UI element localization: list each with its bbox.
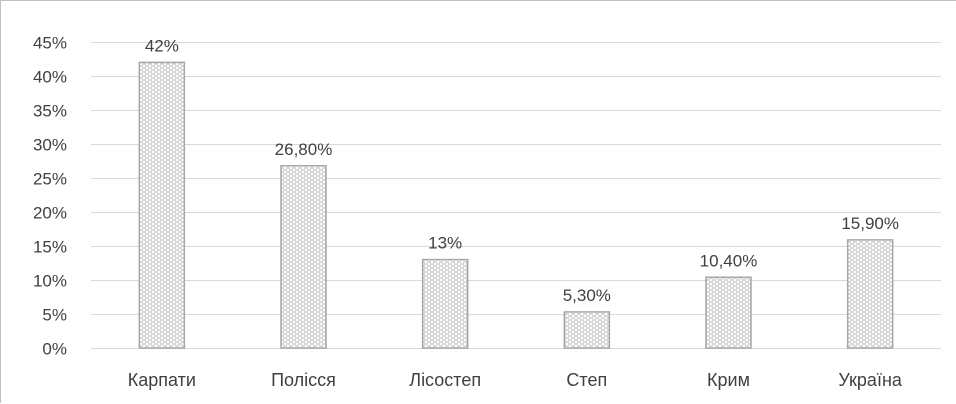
bar-5 [705,276,752,349]
y-tick-label: 10% [33,272,67,291]
y-tick-label: 15% [33,238,67,257]
category-label: Крим [707,370,750,390]
y-tick-label: 40% [33,68,67,87]
y-axis: 0% 5% 10% 15% 20% 25% 30% 35% 40% 45% [33,34,67,359]
y-tick-label: 5% [42,306,67,325]
category-label: Лісостеп [409,370,481,390]
bar-2 [280,165,327,349]
bars [138,61,894,349]
bar-3 [421,258,469,349]
y-tick-label: 25% [33,170,67,189]
category-label: Полісся [271,370,336,390]
x-axis: Карпати Полісся Лісостеп Степ Крим Україна [128,370,903,390]
category-label: Степ [566,370,607,390]
bar-6 [846,239,894,349]
category-label: Україна [838,370,902,390]
y-tick-label: 45% [33,34,67,53]
data-label: 42% [145,36,179,55]
data-label: 26,80% [275,140,333,159]
data-label: 10,40% [700,251,758,270]
category-label: Карпати [128,370,196,390]
y-tick-label: 20% [33,204,67,223]
y-tick-label: 0% [42,340,67,359]
data-label: 5,30% [563,286,611,305]
gridlines [91,42,941,349]
data-label: 15,90% [841,214,899,233]
data-label: 13% [428,234,462,253]
y-tick-label: 30% [33,136,67,155]
bar-4 [563,311,611,349]
bar-1 [138,61,186,349]
data-labels: 42% 26,80% 13% 5,30% 10,40% 15,90% [145,36,899,305]
y-tick-label: 35% [33,102,67,121]
